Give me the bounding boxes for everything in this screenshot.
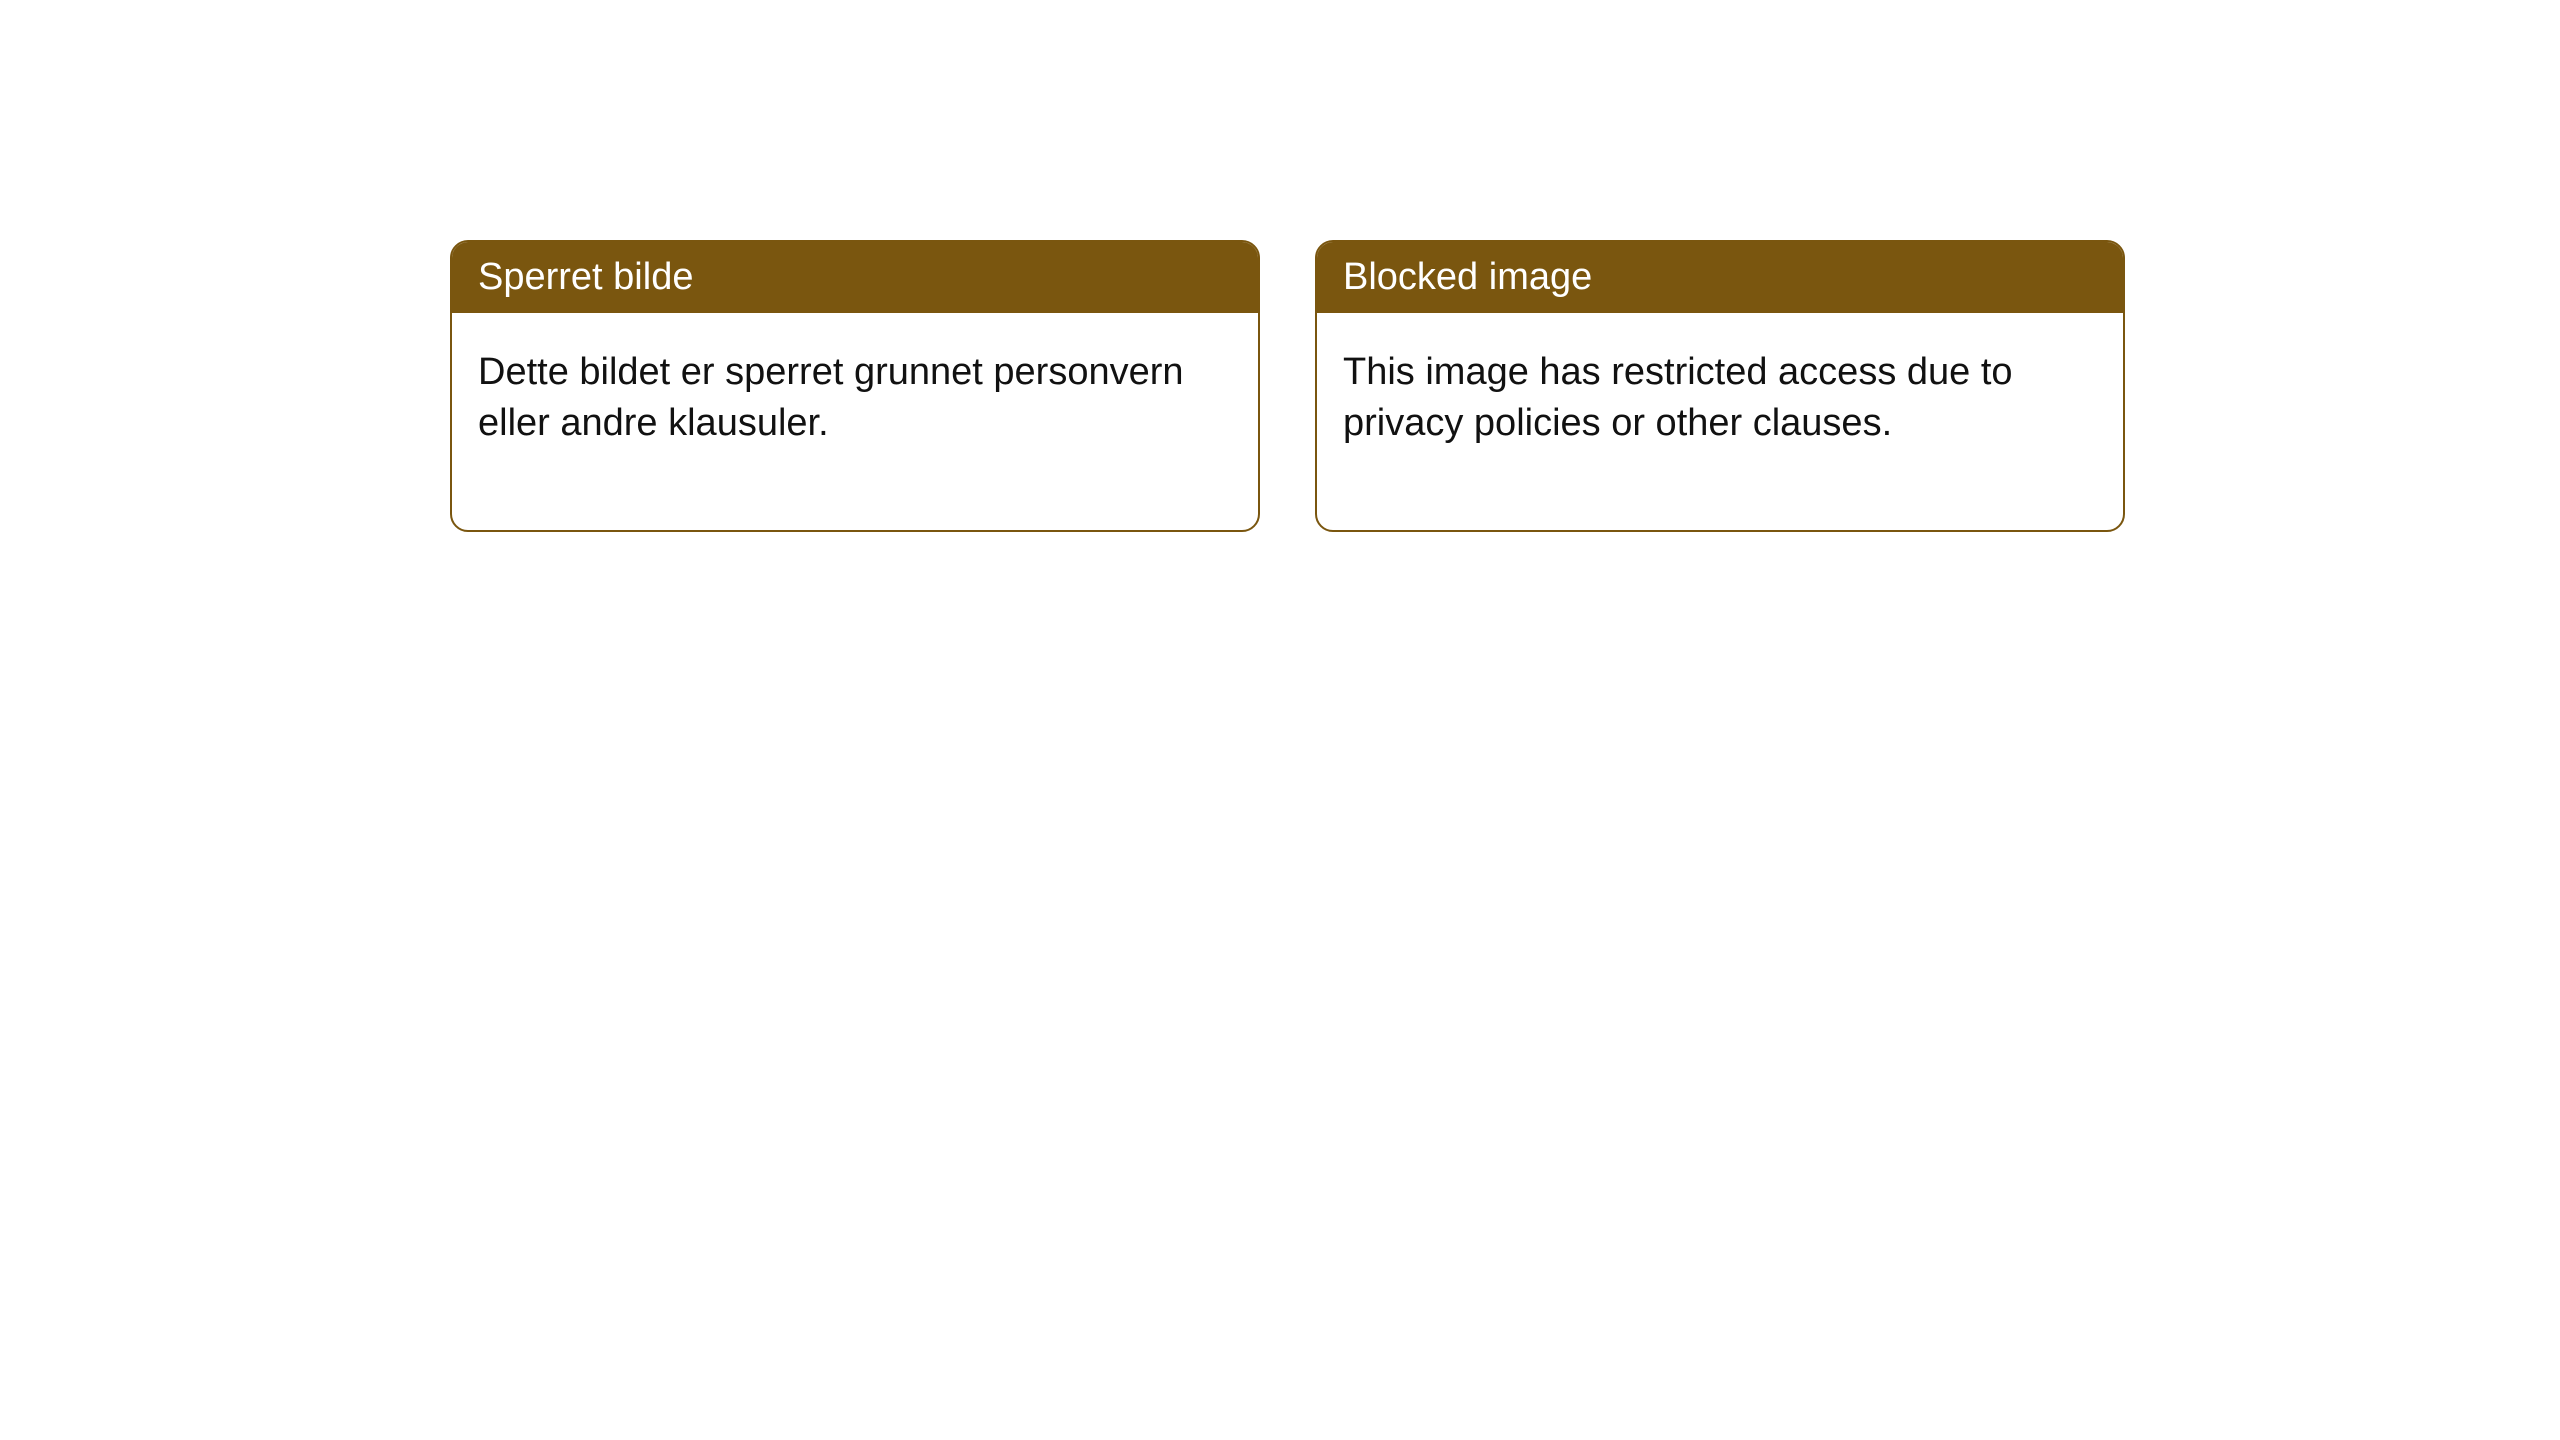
panel-header-norwegian: Sperret bilde — [452, 242, 1258, 313]
blocked-image-panel-english: Blocked image This image has restricted … — [1315, 240, 2125, 532]
blocked-image-panel-norwegian: Sperret bilde Dette bildet er sperret gr… — [450, 240, 1260, 532]
panel-body-english: This image has restricted access due to … — [1317, 313, 2123, 530]
panel-body-norwegian: Dette bildet er sperret grunnet personve… — [452, 313, 1258, 530]
notice-container: Sperret bilde Dette bildet er sperret gr… — [450, 240, 2125, 532]
panel-header-english: Blocked image — [1317, 242, 2123, 313]
